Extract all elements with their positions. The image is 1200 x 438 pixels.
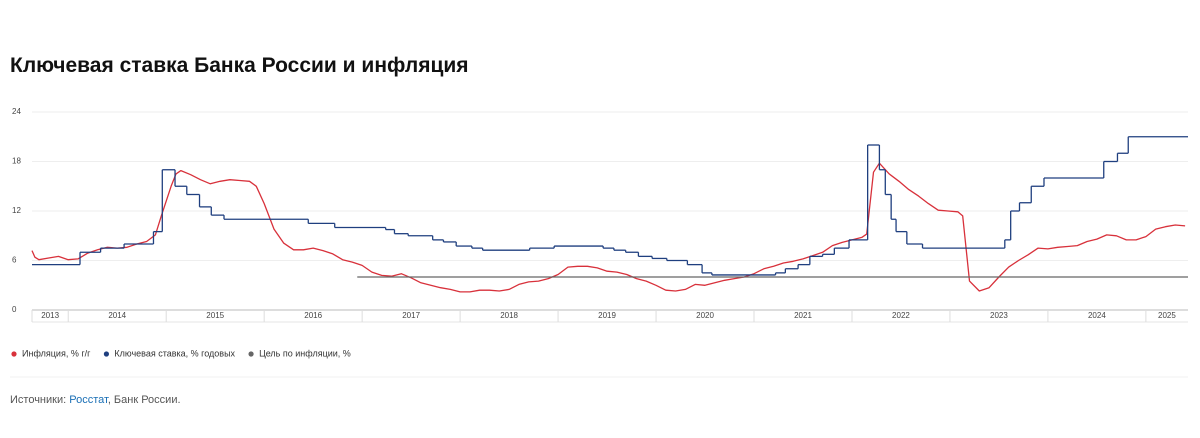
legend-label: Цель по инфляции, %: [259, 348, 351, 358]
x-tick-label: 2013: [41, 311, 59, 320]
y-tick-label: 0: [12, 305, 17, 314]
y-tick-label: 18: [12, 157, 21, 166]
chart-title: Ключевая ставка Банка России и инфляция: [10, 54, 469, 77]
x-tick-label: 2015: [206, 311, 224, 320]
x-tick-label: 2023: [990, 311, 1008, 320]
legend-marker: [103, 351, 110, 357]
legend-marker: [11, 351, 17, 357]
y-tick-label: 24: [12, 107, 21, 116]
x-tick-label: 2020: [696, 311, 714, 320]
x-tick-label: 2016: [304, 311, 322, 320]
y-tick-label: 6: [12, 256, 17, 265]
x-tick-label: 2022: [892, 311, 910, 320]
y-tick-label: 12: [12, 206, 21, 215]
source-prefix: Источники:: [10, 394, 70, 406]
x-tick-label: 2019: [598, 311, 616, 320]
x-tick-label: 2025: [1158, 311, 1176, 320]
source-suffix: , Банк России.: [107, 394, 181, 406]
x-tick-label: 2021: [794, 311, 812, 320]
x-tick-label: 2017: [402, 311, 420, 320]
x-tick-label: 2018: [500, 311, 518, 320]
legend-label: Инфляция, % г/г: [22, 348, 91, 358]
x-tick-label: 2024: [1088, 311, 1106, 320]
line-series: [31, 162, 1186, 293]
source-note: Источники: Росстат, Банк России.: [10, 394, 181, 406]
legend-marker: [248, 351, 254, 357]
legend-label: Ключевая ставка, % годовых: [114, 348, 235, 358]
x-tick-label: 2014: [108, 311, 126, 320]
source-link[interactable]: Росстат: [69, 394, 108, 406]
